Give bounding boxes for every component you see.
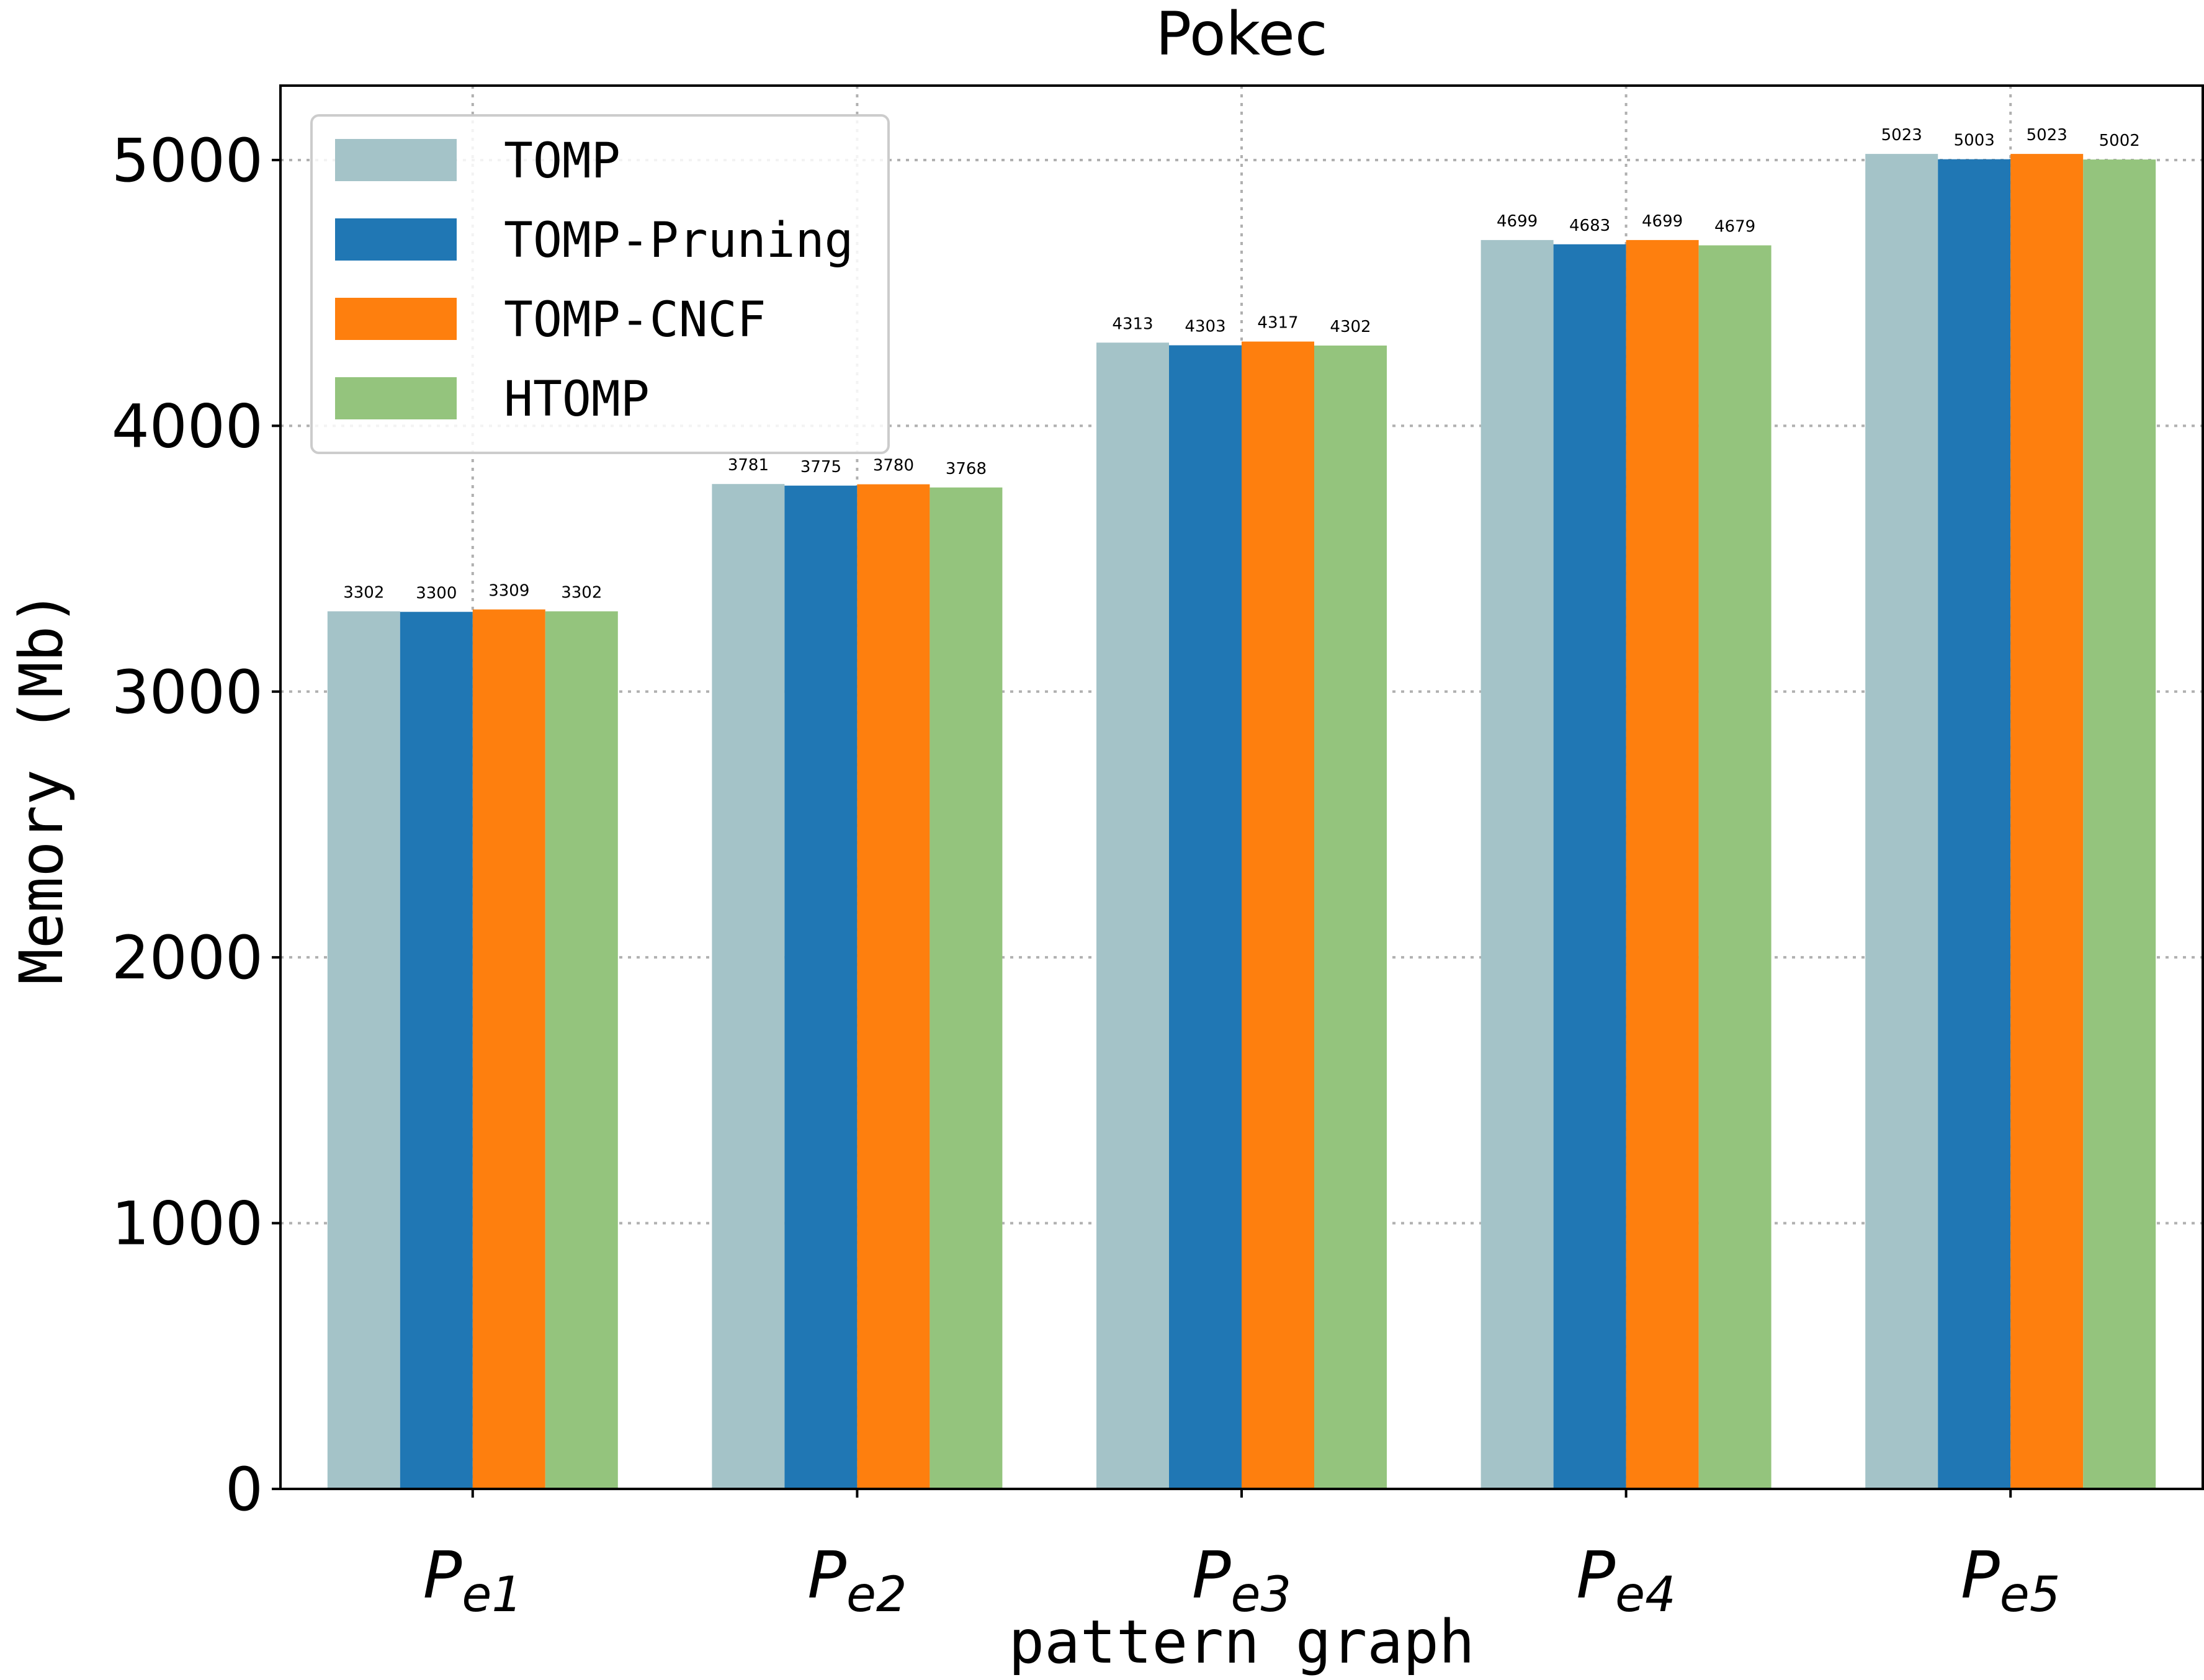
bars bbox=[327, 154, 2156, 1490]
bar bbox=[2010, 154, 2084, 1490]
bar-value-label: 3302 bbox=[343, 583, 384, 602]
bar bbox=[1865, 154, 1938, 1490]
bar-value-label: 3781 bbox=[728, 456, 769, 475]
legend-swatch bbox=[335, 139, 457, 181]
x-tick-label-subscript: e2 bbox=[846, 1567, 907, 1623]
bar bbox=[327, 611, 400, 1489]
bar bbox=[784, 485, 858, 1490]
x-tick-label-subscript: e4 bbox=[1615, 1567, 1676, 1623]
bar-value-label: 5023 bbox=[2027, 126, 2067, 145]
y-tick-label: 2000 bbox=[112, 923, 263, 993]
legend-swatch bbox=[335, 218, 457, 261]
bar bbox=[472, 609, 545, 1490]
bar-value-label: 4699 bbox=[1497, 212, 1538, 231]
bar-value-label: 5003 bbox=[1954, 132, 1995, 150]
axis-ticks bbox=[272, 158, 2012, 1498]
y-tick-labels: 0 1000 2000 3000 4000 5000 bbox=[112, 126, 263, 1524]
bar bbox=[1096, 342, 1169, 1489]
x-tick-label-base: P bbox=[1961, 1537, 2000, 1613]
value-labels: 3302 3781 4313 4699 5023 3300 3775 4303 4683 5003… bbox=[343, 126, 2140, 602]
bar-value-label: 4699 bbox=[1642, 212, 1683, 231]
bar-value-label: 4317 bbox=[1257, 314, 1298, 333]
x-tick-label-base: P bbox=[807, 1537, 846, 1613]
legend-label: HTOMP bbox=[504, 372, 650, 427]
bar-value-label: 4683 bbox=[1569, 217, 1610, 235]
bar-value-label: 3768 bbox=[946, 460, 987, 478]
y-tick-label: 5000 bbox=[112, 126, 263, 195]
bar-value-label: 3302 bbox=[561, 583, 602, 602]
bar bbox=[1626, 239, 1699, 1490]
x-tick-label: Pe3 bbox=[1192, 1537, 1291, 1623]
x-tick-label-subscript: e1 bbox=[462, 1567, 522, 1623]
bar bbox=[1314, 345, 1387, 1489]
x-tick-label-subscript: e5 bbox=[2000, 1567, 2061, 1623]
bar bbox=[857, 484, 930, 1489]
legend-frame bbox=[310, 114, 890, 454]
x-tick-label-base: P bbox=[1576, 1537, 1615, 1613]
bar-value-label: 3775 bbox=[800, 458, 841, 476]
legend: TOMP TOMP-Pruning TOMP-CNCF HTOMP bbox=[310, 114, 890, 454]
legend-swatch bbox=[335, 298, 457, 340]
bar bbox=[2083, 159, 2156, 1490]
x-tick-label-base: P bbox=[1192, 1537, 1231, 1613]
bar-value-label: 5002 bbox=[2099, 132, 2140, 150]
bar-value-label: 4302 bbox=[1330, 318, 1371, 336]
legend-label: TOMP-CNCF bbox=[504, 292, 766, 348]
x-tick-label-subscript: e3 bbox=[1231, 1567, 1292, 1623]
y-tick-label: 1000 bbox=[112, 1189, 263, 1259]
bar-value-label: 4313 bbox=[1112, 315, 1153, 333]
x-axis-label: pattern graph bbox=[1008, 1607, 1474, 1677]
x-tick-label: Pe5 bbox=[1961, 1537, 2060, 1623]
bar bbox=[1169, 345, 1242, 1489]
bar-value-label: 4679 bbox=[1714, 217, 1755, 236]
x-tick-label-base: P bbox=[423, 1537, 462, 1613]
y-tick-label: 3000 bbox=[112, 658, 263, 727]
legend-label: TOMP-Pruning bbox=[504, 213, 854, 269]
x-tick-label: Pe4 bbox=[1576, 1537, 1675, 1623]
bar bbox=[1481, 239, 1554, 1490]
bar bbox=[400, 612, 473, 1489]
chart-title: Pokec bbox=[1155, 0, 1327, 69]
legend-label: TOMP bbox=[504, 133, 620, 189]
bar-value-label: 3300 bbox=[416, 584, 457, 602]
bar bbox=[930, 487, 1003, 1489]
y-axis-label: Memory (Mb) bbox=[7, 590, 76, 985]
bar bbox=[1698, 245, 1772, 1489]
x-tick-labels: Pe1 Pe2 Pe3 Pe4 Pe5 bbox=[423, 1537, 2061, 1623]
x-tick-label: Pe1 bbox=[423, 1537, 522, 1623]
bar bbox=[712, 484, 785, 1489]
bar bbox=[545, 611, 618, 1489]
bar-value-label: 5023 bbox=[1881, 126, 1922, 145]
bar bbox=[1938, 159, 2011, 1489]
bar-value-label: 3780 bbox=[873, 457, 914, 475]
legend-swatch bbox=[335, 377, 457, 419]
y-tick-label: 0 bbox=[225, 1455, 263, 1524]
bar bbox=[1553, 244, 1626, 1489]
bar bbox=[1242, 341, 1314, 1489]
bar-value-label: 4303 bbox=[1185, 318, 1225, 336]
x-tick-label: Pe2 bbox=[807, 1537, 907, 1623]
bar-value-label: 3309 bbox=[488, 581, 529, 600]
y-tick-label: 4000 bbox=[112, 391, 263, 461]
